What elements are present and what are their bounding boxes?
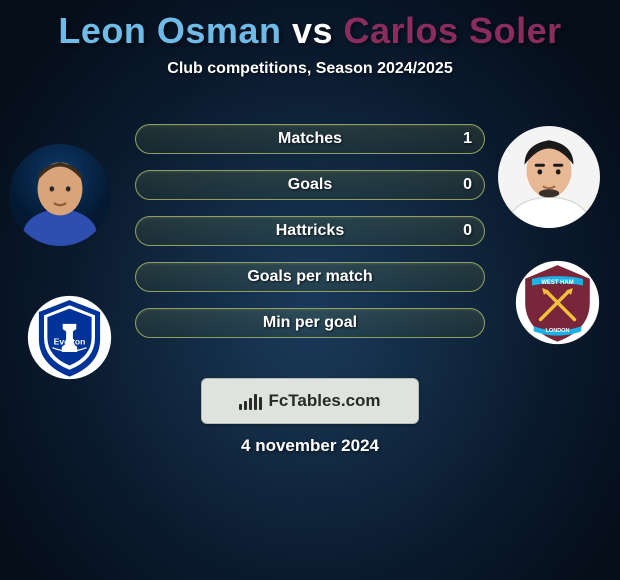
stat-label: Min per goal xyxy=(263,314,357,332)
stat-label: Hattricks xyxy=(276,222,344,240)
svg-text:Everton: Everton xyxy=(54,336,86,346)
stat-right-value: 0 xyxy=(463,217,472,245)
infographic-content: Leon Osman vs Carlos Soler Club competit… xyxy=(0,0,620,580)
brand-bars-icon xyxy=(239,392,262,410)
west-ham-badge-svg: WEST HAM LONDON xyxy=(515,260,600,345)
stat-row-hattricks: Hattricks 0 xyxy=(135,216,485,246)
stat-row-min-per-goal: Min per goal xyxy=(135,308,485,338)
player2-photo xyxy=(498,126,600,228)
club1-badge: Everton xyxy=(27,295,112,380)
stat-right-value: 1 xyxy=(463,125,472,153)
everton-badge-svg: Everton xyxy=(27,295,112,380)
stat-row-goals-per-match: Goals per match xyxy=(135,262,485,292)
stat-row-matches: Matches 1 xyxy=(135,124,485,154)
player2-name: Carlos Soler xyxy=(344,10,562,51)
player1-photo xyxy=(9,144,111,246)
player1-face-svg xyxy=(9,144,111,246)
stat-right-value: 0 xyxy=(463,171,472,199)
vs-text: vs xyxy=(292,10,333,51)
comparison-title: Leon Osman vs Carlos Soler xyxy=(0,0,620,52)
svg-text:LONDON: LONDON xyxy=(546,328,570,334)
stats-container: Matches 1 Goals 0 Hattricks 0 Goals per … xyxy=(135,124,485,354)
brand-text: FcTables.com xyxy=(268,391,380,411)
subtitle: Club competitions, Season 2024/2025 xyxy=(0,60,620,78)
stat-label: Goals xyxy=(288,176,332,194)
stat-label: Matches xyxy=(278,130,342,148)
svg-text:WEST HAM: WEST HAM xyxy=(541,280,573,286)
player2-face-svg xyxy=(498,126,600,228)
player1-name: Leon Osman xyxy=(58,10,281,51)
brand-box: FcTables.com xyxy=(201,378,419,424)
stat-row-goals: Goals 0 xyxy=(135,170,485,200)
date-text: 4 november 2024 xyxy=(0,436,620,456)
club2-badge: WEST HAM LONDON xyxy=(515,260,600,345)
stat-label: Goals per match xyxy=(247,268,372,286)
